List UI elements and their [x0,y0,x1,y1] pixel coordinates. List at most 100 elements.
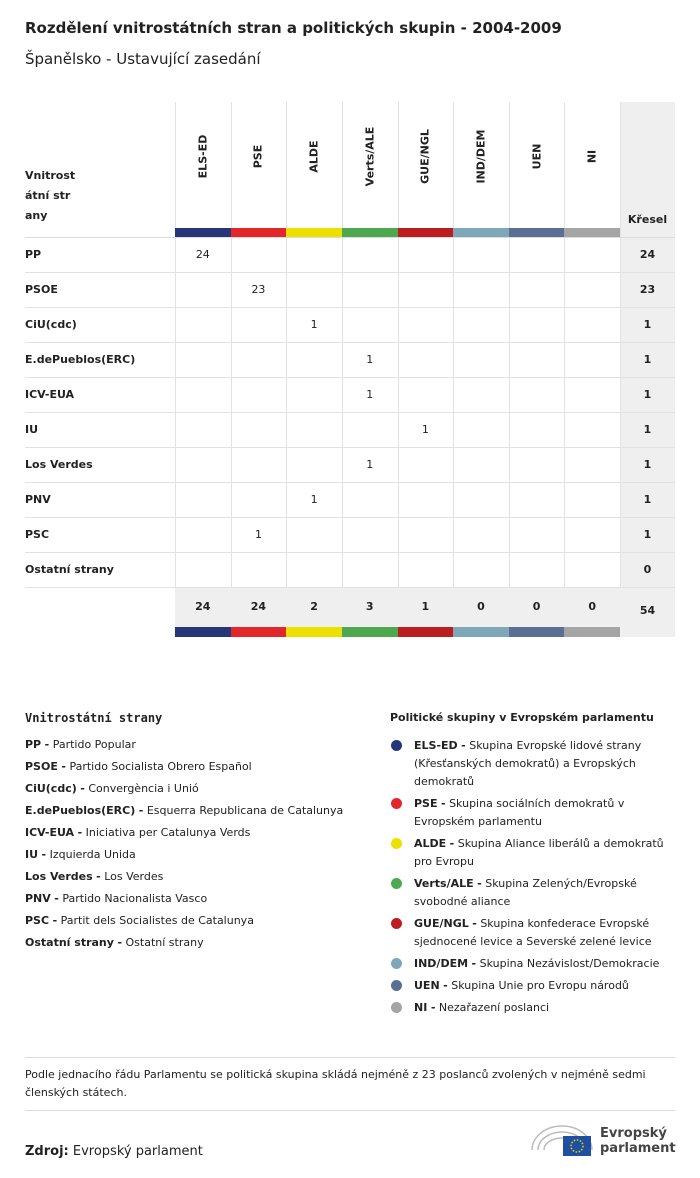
column-label: PSE [251,144,265,169]
group-abbr: NI [414,1001,428,1014]
group-name: Skupina Nezávislost/Demokracie [479,957,660,970]
column-total: 0 [532,600,541,613]
group-legend-item: IND/DEM - Skupina Nezávislost/Demokracie [390,955,675,973]
row-line [25,412,675,413]
column-line [564,102,566,587]
row-line [25,307,675,308]
party-name: IU [25,423,39,436]
column-line [397,102,399,587]
group-legend-item: ELS-ED - Skupina Evropské lidové strany … [390,737,675,791]
logo-icon [531,1125,593,1156]
column-color-bar [564,627,620,637]
party-legend-item: ICV-EUA - Iniciativa per Catalunya Verds [25,825,365,847]
column-color-bar [397,627,454,637]
column-line [508,102,510,587]
row-total: 1 [643,423,652,436]
party-name: Los Verdes [25,458,93,471]
row-line [25,517,675,518]
separator: - [80,782,85,795]
group-dot [391,878,402,889]
separator: - [477,877,482,890]
table: Vnitrostátní strany Křesel ELS-ED PSE ALDE Ve… [25,102,675,637]
party-name: PSOE [25,283,58,296]
cell: 1 [421,423,429,436]
cell: 1 [254,528,262,541]
party-full-name: Partido Popular [52,738,136,751]
group-abbr: GUE/NGL [414,917,469,930]
column-total: 0 [477,600,485,613]
group-dot [391,838,402,849]
party-full-name: Izquierda Unida [49,848,136,861]
group-name: Skupina konfederace Evropské sjednocené … [414,917,652,948]
logo: Evropský parlament [530,1120,680,1160]
party-abbr: E.dePueblos(ERC) [25,804,136,817]
party-full-name: Partit dels Socialistes de Catalunya [60,914,254,927]
column-color-bar [341,228,398,237]
group-legend-item: GUE/NGL - Skupina konfederace Evropské s… [390,915,675,951]
group-legend-item: ALDE - Skupina Aliance liberálů a demokr… [390,835,675,871]
column-label: NI [585,149,599,164]
grand-total: 54 [639,604,656,617]
party-legend-item: Ostatní strany - Ostatní strany [25,935,365,957]
party-abbr: PSOE [25,760,58,773]
group-name: Skupina Aliance liberálů a demokratů pro… [414,837,664,868]
row-line [25,552,675,553]
column-line [620,102,621,587]
separator: - [117,936,123,949]
separator: - [471,957,477,970]
logo-text: Evropský parlament [600,1126,676,1156]
party-full-name: Esquerra Republicana de Catalunya [146,804,344,817]
row-total: 0 [643,563,652,576]
group-abbr: ALDE [414,837,447,850]
title: Rozdělení vnitrostátních stran a politic… [25,19,562,37]
column-line [230,102,232,587]
row-line [25,377,675,378]
row-total: 23 [639,283,656,296]
separator: - [61,760,66,773]
separator: - [44,738,50,751]
group-legend-item: Verts/ALE - Skupina Zelených/Evropské sv… [390,875,675,911]
column-color-bar [286,228,342,237]
separator: - [441,797,446,810]
totals-row-bg [175,587,620,627]
party-full-name: Partido Socialista Obrero Español [69,760,252,773]
column-total: 2 [310,600,318,613]
row-total: 1 [643,318,652,331]
group-dot [391,980,402,991]
party-legend-item: E.dePueblos(ERC) - Esquerra Republicana … [25,803,365,825]
party-name: E.dePueblos(ERC) [25,353,136,366]
column-color-bar [397,228,454,237]
party-abbr: ICV-EUA [25,826,75,839]
separator: - [138,804,144,817]
row-line [25,447,675,448]
group-abbr: ELS-ED [414,739,458,752]
cell: 24 [195,248,210,261]
party-legend-item: IU - Izquierda Unida [25,847,365,869]
column-color-bar [286,627,342,637]
party-full-name: Iniciativa per Catalunya Verds [85,826,251,839]
row-total: 1 [643,528,652,541]
row-line [25,482,675,483]
separator: - [430,1001,436,1014]
total-header: Křesel [627,213,668,226]
party-name: CiU(cdc) [25,318,77,331]
party-name: Ostatní strany [25,563,114,576]
group-legend-item: UEN - Skupina Unie pro Evropu národů [390,977,675,995]
row-total: 1 [643,388,652,401]
separator: - [77,826,83,839]
group-abbr: Verts/ALE [414,877,474,890]
separator: - [449,837,455,850]
separator: - [461,739,466,752]
column-total: 3 [365,600,374,613]
cell: 1 [366,458,374,471]
party-abbr: Los Verdes [25,870,93,883]
party-abbr: PP [25,738,42,751]
column-total: 0 [588,600,597,613]
group-legend-title: Politické skupiny v Evropském parlamentu [390,711,654,724]
party-full-name: Los Verdes [104,870,164,883]
party-name: ICV-EUA [25,388,75,401]
group-legend: ELS-ED - Skupina Evropské lidové strany … [390,737,675,1021]
group-name: Nezařazení poslanci [438,1001,550,1014]
